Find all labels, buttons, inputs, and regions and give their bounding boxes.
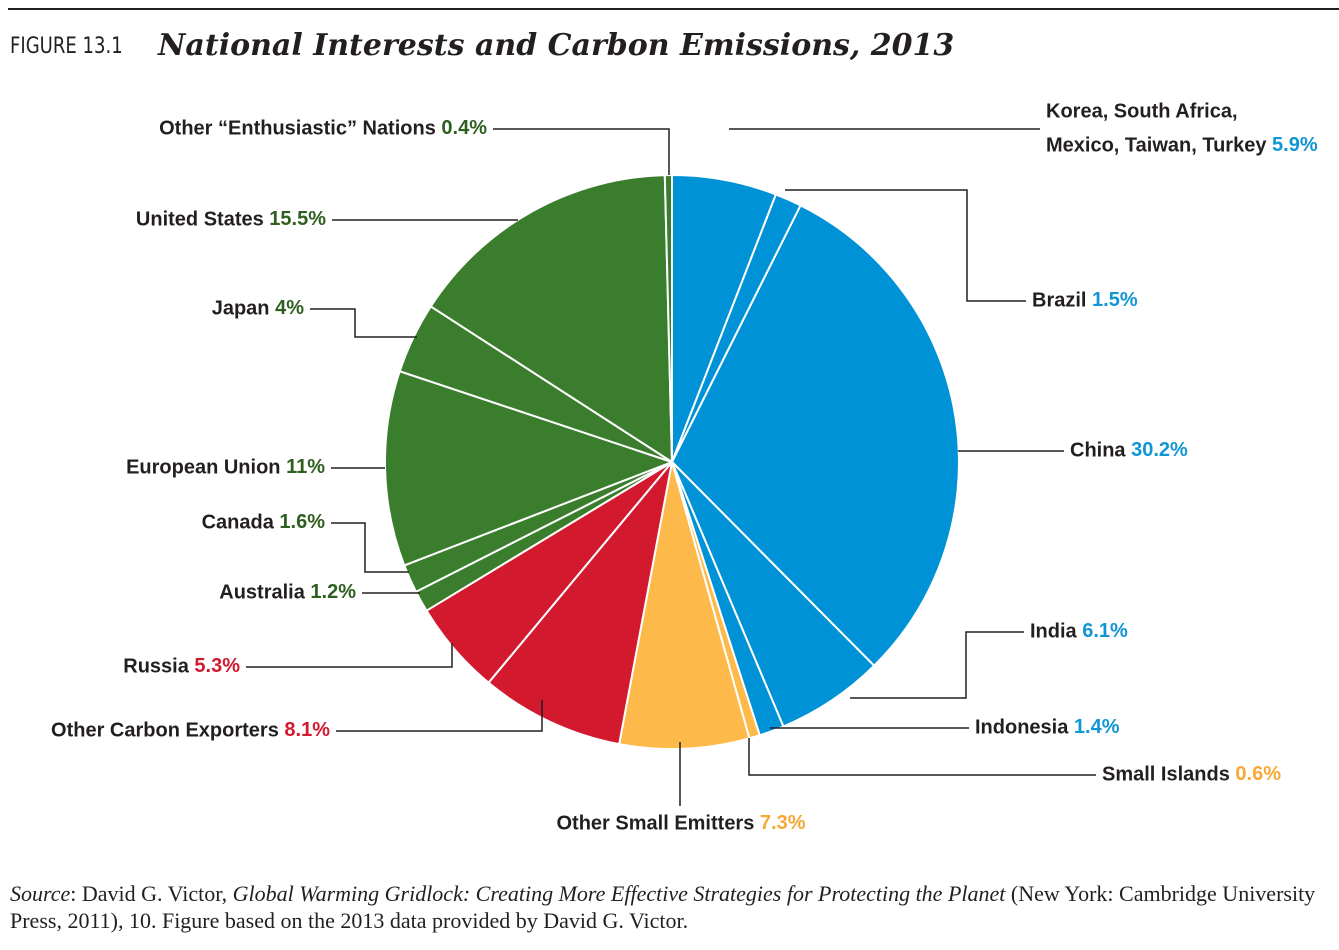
slice-percentage: 8.1% xyxy=(279,719,330,741)
pie-slices xyxy=(383,173,960,750)
slice-label: Other Carbon Exporters 8.1% xyxy=(51,719,330,741)
slice-label: Canada 1.6% xyxy=(202,511,326,533)
source-prefix: Source xyxy=(10,881,71,906)
slice-label: Japan 4% xyxy=(212,297,304,319)
slice-percentage: 1.5% xyxy=(1086,289,1137,311)
slice-label: Other “Enthusiastic” Nations 0.4% xyxy=(159,117,487,139)
slice-percentage: 0.6% xyxy=(1230,763,1281,785)
slice-label: Russia 5.3% xyxy=(123,655,240,677)
source-author: : David G. Victor, xyxy=(70,881,233,906)
leader-line xyxy=(748,738,1096,776)
slice-percentage: 15.5% xyxy=(264,208,326,230)
slice-percentage: 30.2% xyxy=(1126,439,1188,461)
pie-slice-other-enthusiastic-nations xyxy=(663,173,673,463)
pie-slice-united-states xyxy=(429,174,673,463)
slice-label: European Union 11% xyxy=(126,456,325,478)
slice-label: Australia 1.2% xyxy=(219,581,356,603)
pie-slice-other-small-emitters xyxy=(618,461,751,750)
slice-percentage: 0.4% xyxy=(436,117,487,139)
source-book: Global Warming Gridlock: Creating More E… xyxy=(232,881,1006,906)
top-rule xyxy=(8,8,1339,10)
leader-line xyxy=(493,128,670,175)
pie-slice-china xyxy=(671,204,960,667)
slice-percentage: 7.3% xyxy=(754,812,805,834)
pie-slice-european-union xyxy=(383,370,673,567)
pie-chart: Korea, South Africa, Mexico, Taiwan, Turk… xyxy=(51,100,1318,834)
source-note: Source: David G. Victor, Global Warming … xyxy=(10,880,1330,934)
slice-percentage: 1.4% xyxy=(1068,716,1119,738)
slice-label: Small Islands 0.6% xyxy=(1102,763,1281,785)
slice-label: India 6.1% xyxy=(1030,620,1128,642)
slice-label: Indonesia 1.4% xyxy=(975,716,1120,738)
slice-percentage: 5.9% xyxy=(1266,134,1317,156)
source-rest: (New York: Cambridge University Press, 2… xyxy=(10,881,1316,933)
slice-label: Mexico, Taiwan, Turkey 5.9% xyxy=(1046,134,1318,156)
leader-line xyxy=(850,631,1024,699)
leader-line xyxy=(310,308,417,338)
slice-percentage: 11% xyxy=(281,456,326,478)
slice-labels: Korea, South Africa, Mexico, Taiwan, Turk… xyxy=(51,100,1318,834)
leader-lines xyxy=(246,128,1096,806)
slice-percentage: 6.1% xyxy=(1077,620,1128,642)
leader-line xyxy=(785,189,1026,302)
slice-percentage: 1.6% xyxy=(274,511,325,533)
leader-line xyxy=(246,643,453,668)
slice-percentage: 5.3% xyxy=(189,655,240,677)
slice-label: Brazil 1.5% xyxy=(1032,289,1138,311)
leader-line xyxy=(336,700,543,732)
pie-slice-other-carbon-exporters xyxy=(487,461,673,746)
slice-percentage: 4% xyxy=(270,297,305,319)
slice-label: Korea, South Africa, xyxy=(1046,100,1238,122)
figure-label: FIGURE 13.1 xyxy=(10,34,123,59)
slice-label: Other Small Emitters 7.3% xyxy=(557,812,806,834)
slice-label: United States 15.5% xyxy=(136,208,326,230)
slice-percentage: 1.2% xyxy=(305,581,356,603)
figure-title: National Interests and Carbon Emissions,… xyxy=(158,28,955,63)
leader-line xyxy=(331,522,409,573)
slice-label: China 30.2% xyxy=(1070,439,1188,461)
